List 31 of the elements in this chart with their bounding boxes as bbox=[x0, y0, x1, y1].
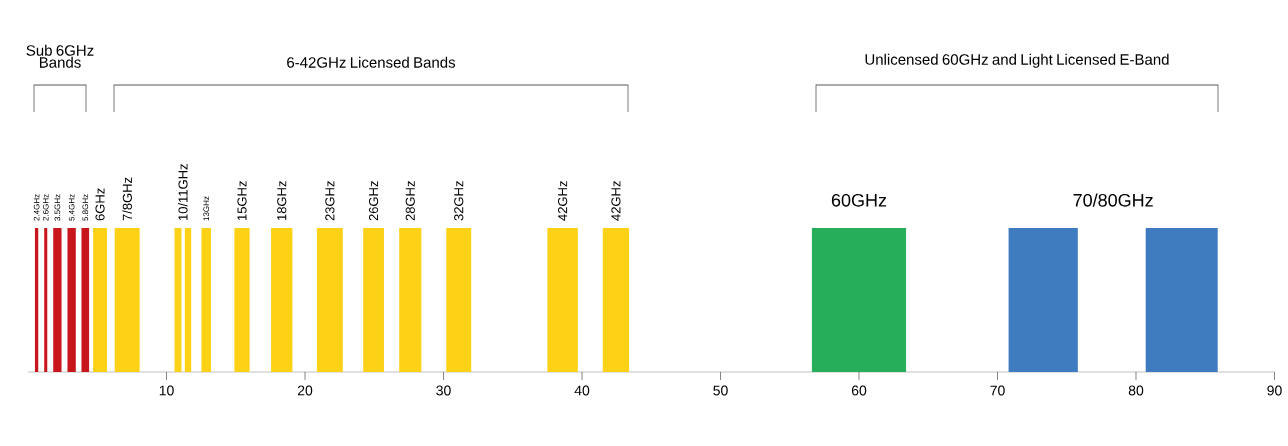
x-tick-label: 40 bbox=[574, 385, 590, 396]
text: 5.4GHz bbox=[68, 194, 75, 221]
text: 10/11GHz bbox=[178, 164, 188, 221]
text: 26GHz bbox=[368, 181, 379, 221]
text: 5.8GHz bbox=[82, 194, 89, 221]
text: 18GHz bbox=[277, 181, 287, 221]
text: 23GHz bbox=[325, 181, 335, 221]
annotation: 6-42GHz Licensed Bands bbox=[287, 56, 456, 68]
text: 2.6GHz bbox=[42, 194, 49, 221]
x-tick-label: 20 bbox=[297, 385, 313, 396]
text: 42GHz bbox=[611, 181, 621, 221]
x-tick-label: 90 bbox=[1267, 385, 1282, 396]
x-tick-label: 80 bbox=[1128, 385, 1144, 396]
text: 28GHz bbox=[405, 181, 415, 221]
x-tick-label: 60 bbox=[851, 385, 867, 396]
x-tick-label: 30 bbox=[436, 385, 451, 396]
text: 42GHz bbox=[558, 181, 568, 221]
x-tick-label: 50 bbox=[713, 385, 728, 396]
text: 13GHz bbox=[203, 196, 210, 221]
text: 3.5GHz bbox=[54, 194, 61, 221]
annotation: Unlicensed 60GHz and Light Licensed E-Band bbox=[865, 53, 1169, 68]
series-label: 60GHz bbox=[831, 193, 887, 207]
text: 2.4GHz bbox=[33, 194, 40, 221]
text: 6GHz bbox=[95, 188, 105, 221]
x-tick-label: 70 bbox=[990, 385, 1005, 396]
series-label: 70/80GHz bbox=[1073, 193, 1153, 207]
x-tick-label: 10 bbox=[159, 385, 174, 396]
text: 15GHz bbox=[237, 181, 247, 221]
text: 32GHz bbox=[454, 181, 464, 221]
text: 7/8GHz bbox=[122, 177, 132, 221]
annotation: Sub 6GHz Bands bbox=[26, 44, 94, 68]
